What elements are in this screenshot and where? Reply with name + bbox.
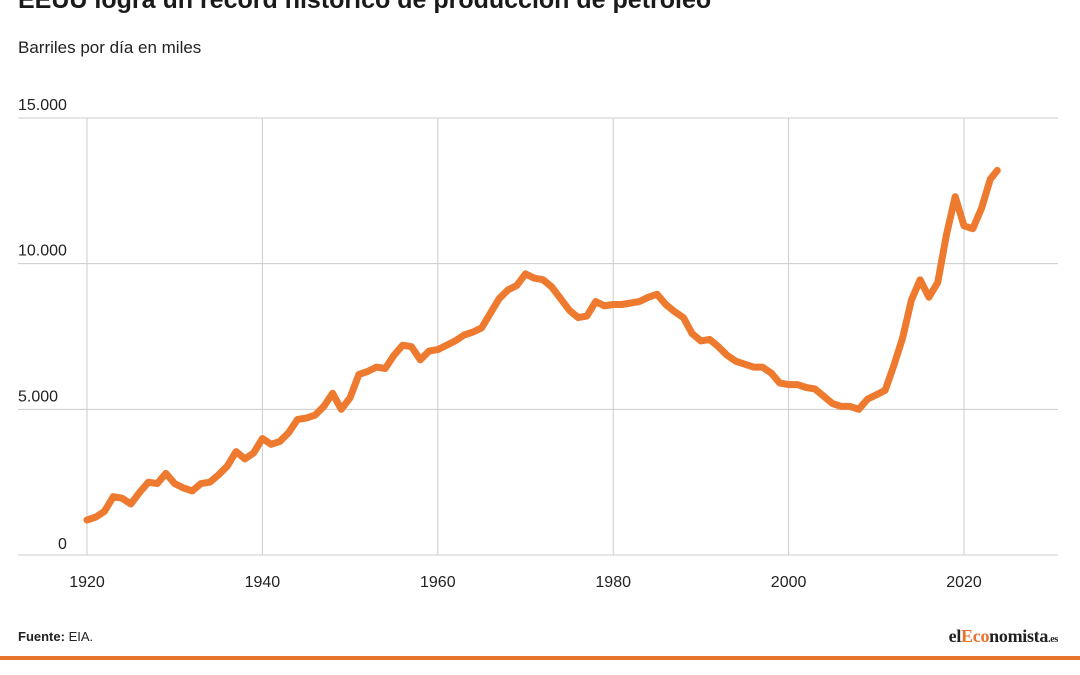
- series-line: [83, 166, 1001, 524]
- line-chart: 0 5.000 10.000 15.000 1920 1940 1960 1980 2000 20…: [18, 97, 1058, 591]
- chart-title: EEUU logra un récord histórico de produc…: [18, 0, 712, 14]
- source-note: Fuente: EIA.: [18, 629, 93, 644]
- brand-part-4: .es: [1048, 634, 1058, 645]
- y-tick-label: 5.000: [18, 388, 58, 405]
- bottom-accent-bar: [0, 656, 1080, 660]
- brand-part-1: el: [948, 626, 962, 646]
- brand-part-2: Eco: [961, 626, 990, 646]
- x-tick-label: 1940: [245, 574, 281, 591]
- x-tick-label: 2000: [771, 574, 807, 591]
- brand-logo: elEconomista.es: [948, 626, 1059, 647]
- y-tick-label: 15.000: [18, 97, 67, 114]
- y-tick-label: 10.000: [18, 243, 67, 260]
- chart-subtitle: Barriles por día en miles: [18, 38, 202, 57]
- y-tick-label: 0: [58, 536, 67, 553]
- source-label: Fuente:: [18, 629, 65, 644]
- brand-part-3: nomista: [989, 626, 1049, 646]
- x-tick-label: 2020: [946, 574, 982, 591]
- x-tick-label: 1920: [69, 574, 105, 591]
- x-tick-label: 1980: [595, 574, 631, 591]
- source-value: EIA.: [68, 629, 94, 644]
- x-tick-label: 1960: [420, 574, 456, 591]
